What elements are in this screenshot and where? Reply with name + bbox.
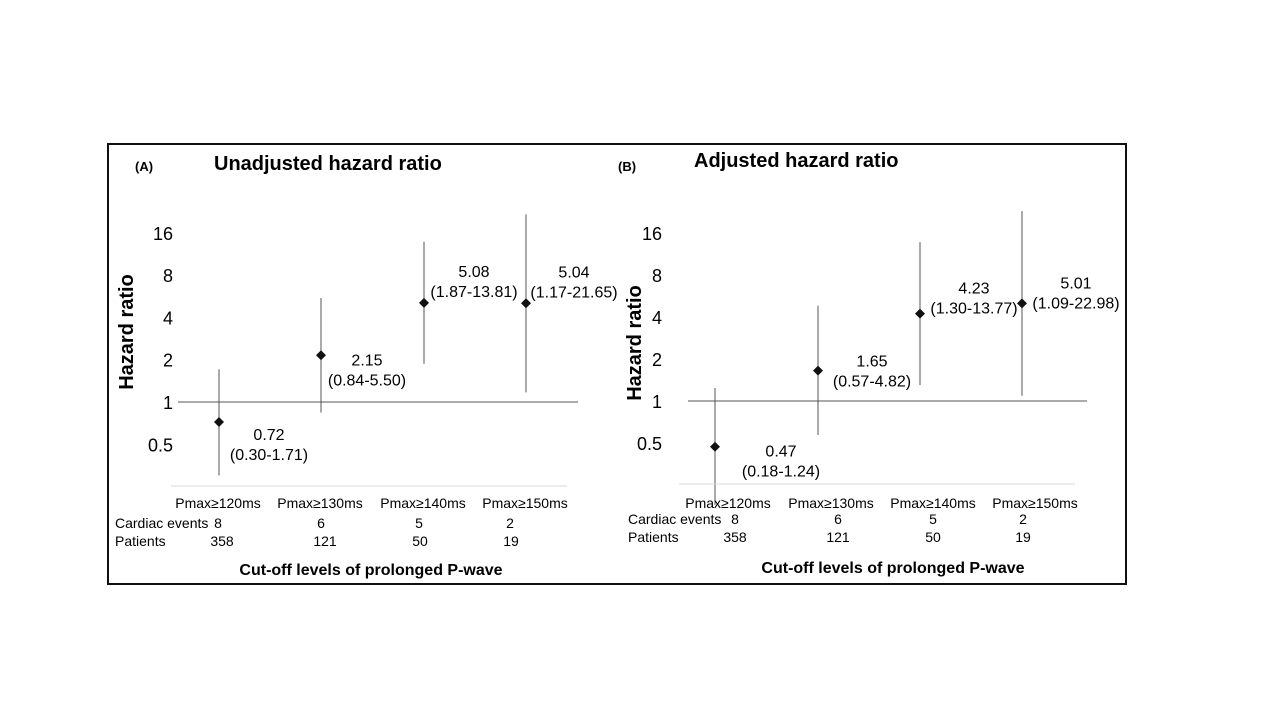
panel-a-hr-point [521,298,531,309]
panel-b-ytick-label: 8 [652,266,662,286]
panel-b-table-cell: 5 [929,511,937,527]
panel-b-ytick-label: 16 [642,224,662,244]
panel-b-y-ticks: 0.5 1 2 4 8 16 [637,224,662,454]
panel-b-table-cell: 358 [723,529,747,545]
panel-b-ci-label: (1.30-13.77) [930,301,1017,318]
panel-a-category-label: Pmax≥120ms [175,495,261,511]
panel-b-y-axis-label: Hazard ratio [624,285,646,401]
panel-a-label: (A) [135,159,153,174]
panel-a-ytick-label: 0.5 [148,435,173,455]
panel-a-marks: 0.72 (0.30-1.71) 2.15 (0.84-5.50) 5.08 (1.87-… [214,214,618,476]
panel-a-table-row-label: Patients [115,533,166,549]
panel-a-ci-label: (1.87-13.81) [430,284,517,301]
panel-a-table: Pmax≥120ms Pmax≥130ms Pmax≥140ms Pmax≥150ms… [115,485,568,549]
panel-a-ci-label: (0.84-5.50) [328,372,406,389]
panel-a-ytick-label: 1 [163,393,173,413]
panel-a-x-axis-label: Cut-off levels of prolonged P-wave [239,562,502,579]
panel-a-table-cell: 8 [214,515,222,531]
panel-a-category-label: Pmax≥150ms [482,495,568,511]
panel-a-title: Unadjusted hazard ratio [214,153,442,175]
panel-a-y-ticks: 0.5 1 2 4 8 16 [148,224,173,455]
panel-a-ytick-label: 4 [163,308,173,328]
panel-b-table-cell: 121 [826,529,850,545]
panel-b-hr-label: 0.47 [765,444,796,461]
panel-b-x-axis-label: Cut-off levels of prolonged P-wave [761,560,1024,577]
panel-b-ci-label: (0.18-1.24) [742,464,820,481]
panel-a-hr-point [419,297,429,308]
panel-a-ytick-label: 8 [163,266,173,286]
panel-a-ci-label: (0.30-1.71) [230,447,308,464]
panel-a-ci-label: (1.17-21.65) [530,284,617,301]
panel-b-category-label: Pmax≥140ms [890,495,976,511]
panel-b-category-label: Pmax≥130ms [788,495,874,511]
panel-b-ytick-label: 1 [652,392,662,412]
panel-a-hr-label: 5.08 [458,264,489,281]
panel-b-hr-point [813,365,823,376]
panel-a-category-label: Pmax≥130ms [277,495,363,511]
panel-a-table-cell: 6 [317,515,325,531]
panel-b-marks: 0.47 (0.18-1.24) 1.65 (0.57-4.82) 4.23 (1.30-… [710,211,1120,505]
panel-a-table-cell: 2 [506,515,514,531]
panel-a-category-label: Pmax≥140ms [380,495,466,511]
panel-b-ytick-label: 2 [652,350,662,370]
panel-b-hr-point [1017,298,1027,309]
panel-b-hr-label: 4.23 [958,281,989,298]
panel-a: (A) Unadjusted hazard ratio Hazard ratio… [115,153,618,579]
panel-b-ci-label: (1.09-22.98) [1032,295,1119,312]
panel-b-title: Adjusted hazard ratio [694,150,898,172]
panel-a-table-cell: 50 [412,533,428,549]
panel-a-ytick-label: 16 [153,224,173,244]
panel-a-table-cell: 19 [503,533,519,549]
panel-b-table-row-label: Patients [628,529,679,545]
panel-b-table-cell: 2 [1019,511,1027,527]
panel-b-hr-point [710,441,720,452]
panel-a-ytick-label: 2 [163,351,173,371]
panel-b-table-cell: 6 [834,511,842,527]
panel-a-hr-label: 5.04 [558,264,589,281]
panel-b-table-cell: 8 [731,511,739,527]
panel-a-hr-label: 0.72 [253,427,284,444]
panel-b-ytick-label: 0.5 [637,434,662,454]
figure-frame [107,143,1127,585]
panel-b-label: (B) [618,159,636,174]
panel-a-table-cell: 358 [210,533,234,549]
panel-b: (B) Adjusted hazard ratio Hazard ratio C… [618,150,1120,577]
panel-a-table-cell: 121 [313,533,337,549]
panel-b-ci-label: (0.57-4.82) [833,374,911,391]
panel-a-hr-point [316,350,326,361]
panel-b-category-label: Pmax≥120ms [685,495,771,511]
panel-a-table-cell: 5 [415,515,423,531]
panel-b-hr-point [915,308,925,319]
panel-b-category-label: Pmax≥150ms [992,495,1078,511]
panel-a-hr-label: 2.15 [351,352,382,369]
panel-b-table-cell: 50 [925,529,941,545]
panel-b-table-row-label: Cardiac events [628,511,721,527]
panel-b-hr-label: 1.65 [856,354,887,371]
panel-a-hr-point [214,417,224,428]
panel-b-table: Pmax≥120ms Pmax≥130ms Pmax≥140ms Pmax≥150ms… [628,483,1078,545]
panel-b-ytick-label: 4 [652,308,662,328]
panel-b-table-cell: 19 [1015,529,1031,545]
panel-a-table-row-label: Cardiac events [115,515,208,531]
panel-a-y-axis-label: Hazard ratio [116,274,138,390]
panel-b-hr-label: 5.01 [1060,275,1091,292]
